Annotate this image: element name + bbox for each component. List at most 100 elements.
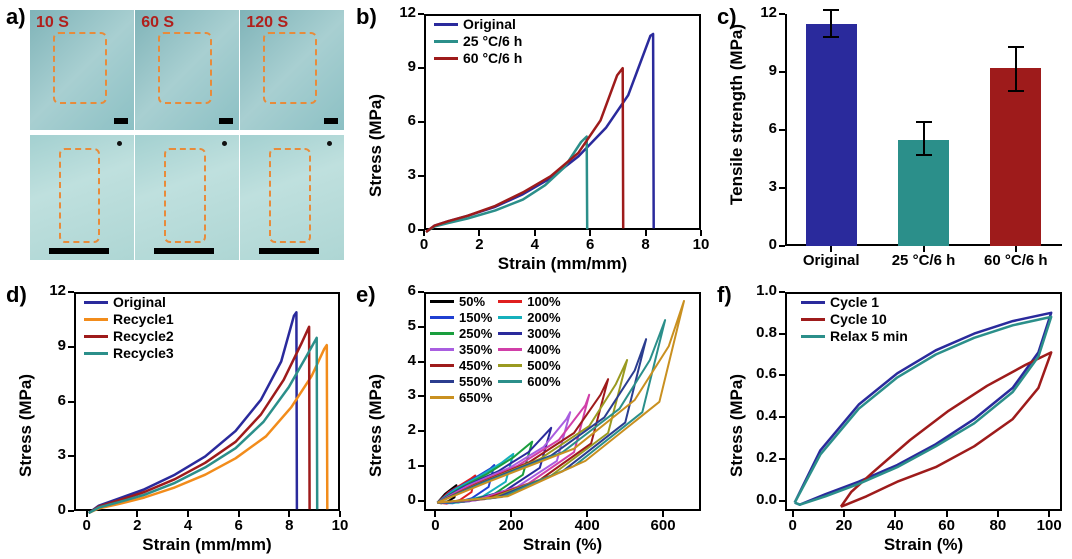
xlabel-e: Strain (%) — [424, 535, 701, 555]
ytick-d — [68, 455, 74, 457]
xtick-label-d: 0 — [62, 517, 112, 534]
legend-text-d-1: Recycle1 — [113, 311, 174, 327]
roi-top-2 — [263, 32, 317, 104]
legend-item-b-1: 25 °C/6 h — [434, 33, 522, 49]
xlabel-d: Strain (mm/mm) — [74, 535, 340, 555]
roi-bot-1 — [164, 148, 205, 243]
figure-root: a) 10 S 60 S 120 S — [0, 0, 1072, 559]
legend-swatch-e-2 — [430, 316, 454, 319]
ytick-label-d: 9 — [0, 337, 66, 354]
xtick-label-d: 8 — [264, 517, 314, 534]
ytick-e — [418, 395, 424, 397]
ytick-label-e: 0 — [350, 491, 416, 508]
ytick-b — [418, 67, 424, 69]
xtick-label-e: 200 — [486, 517, 536, 534]
legend-swatch-b-1 — [434, 40, 458, 43]
legend-swatch-e-10 — [430, 380, 454, 383]
ytick-label-f: 0.0 — [711, 491, 777, 508]
scalebar-bot-2 — [259, 248, 319, 254]
xtick-c — [923, 246, 925, 252]
legend-f: Cycle 1Cycle 10Relax 5 min — [801, 294, 908, 345]
roi-top-0 — [53, 32, 107, 104]
legend-item-e-5: 300% — [498, 326, 560, 341]
ytick-f — [779, 500, 785, 502]
legend-b: Original25 °C/6 h60 °C/6 h — [434, 16, 522, 67]
err-stem-c-0 — [830, 10, 832, 37]
legend-swatch-e-0 — [430, 300, 454, 303]
legend-item-b-0: Original — [434, 16, 522, 32]
legend-item-e-3: 200% — [498, 310, 560, 325]
legend-item-e-7: 400% — [498, 342, 560, 357]
series-d-1 — [89, 345, 328, 513]
xtick-label-d: 6 — [214, 517, 264, 534]
ytick-d — [68, 510, 74, 512]
legend-text-f-1: Cycle 10 — [830, 311, 887, 327]
xtick-label-d: 2 — [112, 517, 162, 534]
legend-item-e-8: 450% — [430, 358, 492, 373]
speck-2 — [327, 141, 332, 146]
roi-bot-0 — [59, 148, 100, 243]
ylabel-d: Stress (MPa) — [16, 374, 36, 477]
xtick-c — [1015, 246, 1017, 252]
ytick-e — [418, 500, 424, 502]
scalebar-top-0 — [114, 118, 128, 124]
ytick-b — [418, 13, 424, 15]
legend-swatch-d-2 — [84, 335, 108, 338]
ytick-label-b: 0 — [350, 220, 416, 237]
ytick-label-c: 12 — [711, 4, 777, 21]
legend-item-b-2: 60 °C/6 h — [434, 50, 522, 66]
scalebar-bot-1 — [154, 248, 214, 254]
legend-text-e-3: 200% — [527, 310, 560, 325]
err-stem-c-2 — [1015, 47, 1017, 91]
legend-text-e-5: 300% — [527, 326, 560, 341]
bar-c-2 — [990, 68, 1041, 246]
ytick-c — [779, 187, 785, 189]
legend-item-f-0: Cycle 1 — [801, 294, 908, 310]
legend-text-b-0: Original — [463, 16, 516, 32]
legend-swatch-f-0 — [801, 301, 825, 304]
speck-1 — [222, 141, 227, 146]
legend-text-d-0: Original — [113, 294, 166, 310]
legend-swatch-d-3 — [84, 352, 108, 355]
legend-e: 50%100%150%200%250%300%350%400%450%500%5… — [430, 294, 561, 406]
panel-c: c)036912Tensile strength (MPa)Original25… — [711, 0, 1072, 278]
photo-time-2: 120 S — [246, 14, 288, 32]
cat-label-c-1: 25 °C/6 h — [877, 252, 969, 269]
cat-label-c-2: 60 °C/6 h — [970, 252, 1062, 269]
legend-item-d-0: Original — [84, 294, 174, 310]
xtick-label-e: 0 — [410, 517, 460, 534]
legend-text-e-9: 500% — [527, 358, 560, 373]
xtick-label-f: 100 — [1024, 517, 1072, 534]
legend-text-e-0: 50% — [459, 294, 485, 309]
ytick-e — [418, 361, 424, 363]
legend-item-d-2: Recycle2 — [84, 328, 174, 344]
legend-item-e-4: 250% — [430, 326, 492, 341]
xtick-label-b: 4 — [510, 236, 560, 253]
xtick-c — [830, 246, 832, 252]
ylabel-e: Stress (MPa) — [366, 374, 386, 477]
legend-item-e-12: 650% — [430, 390, 492, 405]
err-cap-c-0-1 — [823, 36, 839, 38]
legend-item-e-9: 500% — [498, 358, 560, 373]
legend-text-b-1: 25 °C/6 h — [463, 33, 522, 49]
ylabel-c: Tensile strength (MPa) — [727, 24, 747, 205]
legend-item-d-3: Recycle3 — [84, 345, 174, 361]
legend-swatch-e-4 — [430, 332, 454, 335]
ytick-b — [418, 121, 424, 123]
legend-swatch-b-0 — [434, 23, 458, 26]
photo-top-0: 10 S — [30, 10, 134, 130]
legend-text-e-1: 100% — [527, 294, 560, 309]
legend-item-f-2: Relax 5 min — [801, 328, 908, 344]
err-cap-c-1-1 — [916, 154, 932, 156]
photo-bot-2 — [240, 135, 344, 260]
legend-swatch-f-2 — [801, 335, 825, 338]
legend-text-e-11: 600% — [527, 374, 560, 389]
legend-swatch-e-9 — [498, 364, 522, 367]
photo-top-1: 60 S — [135, 10, 239, 130]
panel-label-a: a) — [6, 4, 26, 30]
legend-item-d-1: Recycle1 — [84, 311, 174, 327]
legend-item-e-1: 100% — [498, 294, 560, 309]
panel-d: d)0369120246810Stress (MPa)Strain (mm/mm… — [0, 278, 350, 559]
scalebar-top-2 — [324, 118, 338, 124]
err-cap-c-1-0 — [916, 121, 932, 123]
